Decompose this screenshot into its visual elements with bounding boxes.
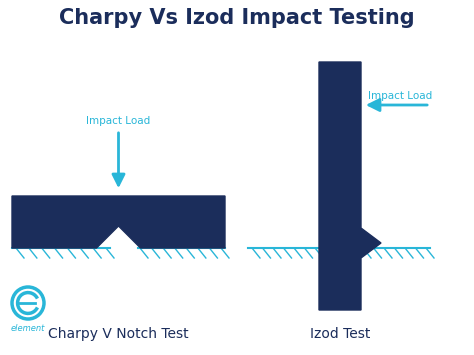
Polygon shape	[12, 196, 225, 248]
Text: Charpy V Notch Test: Charpy V Notch Test	[48, 327, 189, 341]
Text: element: element	[11, 324, 45, 333]
Text: Izod Test: Izod Test	[310, 327, 370, 341]
Polygon shape	[319, 62, 381, 310]
Text: Impact Load: Impact Load	[368, 91, 432, 101]
Text: Charpy Vs Izod Impact Testing: Charpy Vs Izod Impact Testing	[59, 8, 415, 28]
Text: Impact Load: Impact Load	[86, 116, 151, 126]
